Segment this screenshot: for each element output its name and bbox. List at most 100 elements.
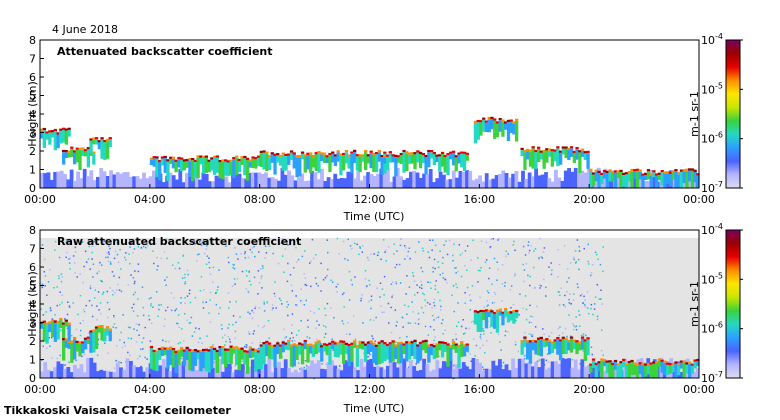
boundary-layer-cell bbox=[92, 180, 97, 188]
cloud-base-cell bbox=[306, 343, 310, 347]
cloud-base-cell bbox=[105, 138, 110, 141]
noise-speck bbox=[89, 268, 91, 270]
boundary-layer-cell bbox=[349, 359, 354, 378]
noise-speck bbox=[349, 333, 351, 336]
cloud-base-cell bbox=[542, 339, 546, 342]
boundary-layer-cell bbox=[46, 369, 51, 378]
boundary-layer-cell bbox=[501, 170, 506, 188]
noise-speck bbox=[439, 299, 441, 302]
noise-speck bbox=[578, 310, 580, 312]
noise-speck bbox=[305, 365, 308, 367]
boundary-layer-cell bbox=[511, 173, 515, 188]
x-axis-label: Time (UTC) bbox=[343, 210, 405, 223]
noise-speck bbox=[175, 308, 178, 310]
noise-speck bbox=[482, 344, 484, 347]
cloud-base-cell bbox=[180, 157, 184, 160]
noise-speck bbox=[568, 314, 570, 316]
boundary-layer-cell bbox=[119, 173, 123, 188]
noise-speck bbox=[566, 335, 568, 338]
cloud-base-cell bbox=[690, 363, 695, 366]
boundary-layer-cell bbox=[333, 173, 338, 188]
noise-speck bbox=[266, 302, 268, 304]
cloud-base-cell bbox=[276, 153, 280, 156]
cloud-base-cell bbox=[196, 350, 200, 353]
cloud-base-cell bbox=[413, 339, 417, 342]
noise-speck bbox=[466, 269, 468, 271]
cloud-base-cell bbox=[108, 328, 112, 331]
noise-speck bbox=[49, 345, 51, 347]
noise-speck bbox=[165, 309, 167, 312]
noise-speck bbox=[525, 263, 527, 265]
noise-speck bbox=[104, 342, 106, 344]
noise-speck bbox=[504, 285, 506, 287]
noise-speck bbox=[461, 252, 464, 254]
noise-speck bbox=[531, 335, 533, 337]
boundary-layer-cell bbox=[280, 368, 285, 378]
noise-speck bbox=[209, 346, 211, 348]
boundary-layer-cell bbox=[468, 171, 473, 188]
noise-speck bbox=[113, 275, 115, 277]
cloud-base-cell bbox=[303, 339, 307, 343]
noise-speck bbox=[582, 350, 584, 352]
cloud-base-cell bbox=[92, 151, 96, 154]
noise-speck bbox=[427, 251, 429, 253]
cloud-base-cell bbox=[635, 363, 640, 366]
noise-speck bbox=[202, 307, 205, 309]
cloud-cell bbox=[62, 152, 66, 165]
cloud-cell bbox=[506, 122, 511, 142]
noise-speck bbox=[254, 305, 257, 308]
noise-speck bbox=[399, 337, 401, 339]
noise-speck bbox=[532, 334, 534, 336]
noise-speck bbox=[85, 304, 87, 307]
noise-speck bbox=[307, 326, 309, 328]
noise-speck bbox=[205, 243, 208, 246]
noise-speck bbox=[215, 291, 218, 294]
boundary-layer-cell bbox=[191, 178, 196, 188]
noise-speck bbox=[343, 292, 345, 294]
cloud-cell bbox=[528, 342, 533, 364]
noise-speck bbox=[315, 254, 317, 256]
noise-speck bbox=[287, 314, 289, 317]
noise-speck bbox=[125, 259, 127, 261]
noise-speck bbox=[487, 292, 490, 294]
cloud-cell bbox=[276, 155, 280, 163]
noise-speck bbox=[396, 321, 398, 323]
noise-speck bbox=[545, 295, 547, 297]
boundary-layer-cell bbox=[171, 360, 176, 378]
cloud-base-cell bbox=[221, 346, 225, 349]
cloud-base-cell bbox=[160, 346, 165, 349]
cloud-cell bbox=[97, 142, 101, 150]
cloud-base-cell bbox=[245, 350, 250, 353]
noise-speck bbox=[286, 241, 288, 243]
noise-speck bbox=[281, 238, 284, 240]
cloud-base-cell bbox=[449, 151, 453, 154]
noise-speck bbox=[283, 328, 285, 330]
boundary-layer-cell bbox=[323, 181, 328, 188]
noise-speck bbox=[277, 262, 280, 265]
noise-speck bbox=[489, 246, 492, 248]
cloud-cell bbox=[526, 342, 530, 360]
cloud-cell bbox=[333, 156, 338, 167]
noise-speck bbox=[336, 237, 339, 240]
cloud-cell bbox=[624, 366, 629, 378]
noise-speck bbox=[172, 242, 174, 245]
cloud-base-cell bbox=[97, 140, 101, 143]
noise-speck bbox=[166, 257, 168, 260]
cloud-cell bbox=[520, 150, 524, 157]
noise-speck bbox=[96, 319, 98, 321]
cloud-base-cell bbox=[506, 119, 511, 122]
noise-speck bbox=[393, 253, 395, 255]
noise-speck bbox=[490, 332, 492, 334]
noise-speck bbox=[165, 284, 167, 286]
boundary-layer-cell bbox=[201, 365, 206, 378]
noise-speck bbox=[248, 271, 250, 274]
noise-speck bbox=[127, 337, 130, 339]
noise-speck bbox=[559, 294, 561, 296]
boundary-layer-cell bbox=[306, 180, 311, 188]
noise-speck bbox=[99, 302, 102, 304]
noise-speck bbox=[464, 265, 466, 267]
cloud-base-cell bbox=[490, 116, 494, 119]
noise-speck bbox=[538, 258, 540, 260]
boundary-layer-cell bbox=[478, 175, 482, 188]
noise-speck bbox=[232, 315, 235, 317]
